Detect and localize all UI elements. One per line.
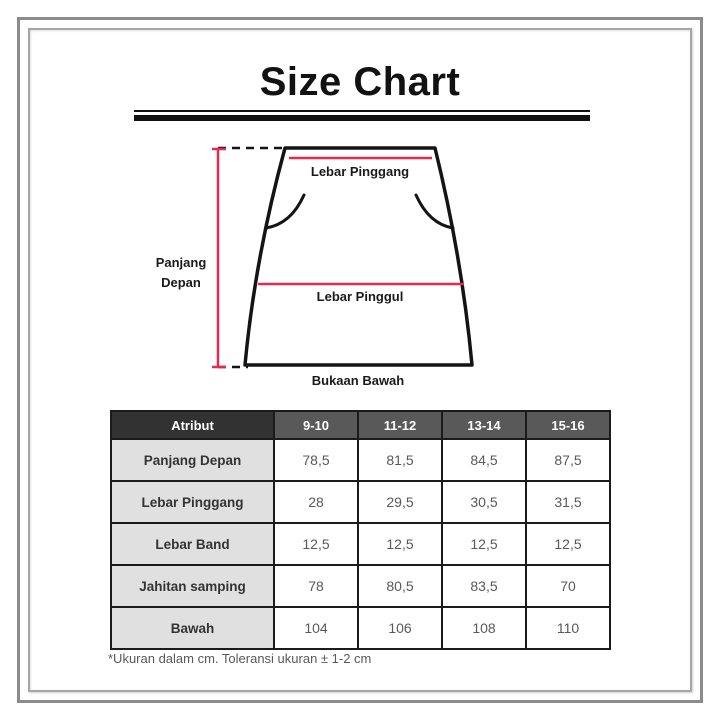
size-value: 106 bbox=[357, 606, 443, 650]
size-value: 78 bbox=[273, 564, 359, 608]
table-row: Lebar Pinggang 28 29,5 30,5 31,5 bbox=[110, 480, 611, 524]
bukaan-bawah-label: Bukaan Bawah bbox=[312, 373, 405, 388]
size-value: 12,5 bbox=[357, 522, 443, 566]
title-divider bbox=[134, 110, 590, 121]
row-label: Jahitan samping bbox=[110, 564, 275, 608]
size-value: 80,5 bbox=[357, 564, 443, 608]
panjang-depan-label: Panjang bbox=[156, 255, 207, 270]
column-header-size-11-12: 11-12 bbox=[357, 410, 443, 440]
row-label: Lebar Pinggang bbox=[110, 480, 275, 524]
size-value: 12,5 bbox=[273, 522, 359, 566]
skirt-outline bbox=[243, 146, 474, 367]
size-value: 28 bbox=[273, 480, 359, 524]
pocket-curve-left bbox=[264, 193, 306, 230]
column-header-size-13-14: 13-14 bbox=[441, 410, 527, 440]
row-label: Panjang Depan bbox=[110, 438, 275, 482]
size-value: 31,5 bbox=[525, 480, 611, 524]
outer-border-frame bbox=[17, 17, 703, 703]
size-value: 81,5 bbox=[357, 438, 443, 482]
size-value: 70 bbox=[525, 564, 611, 608]
column-header-atribut: Atribut bbox=[110, 410, 275, 440]
size-value: 110 bbox=[525, 606, 611, 650]
size-value: 108 bbox=[441, 606, 527, 650]
table-row: Bawah 104 106 108 110 bbox=[110, 606, 611, 650]
pocket-curve-right bbox=[414, 193, 455, 230]
row-label: Bawah bbox=[110, 606, 275, 650]
column-header-size-15-16: 15-16 bbox=[525, 410, 611, 440]
column-header-size-9-10: 9-10 bbox=[273, 410, 359, 440]
size-value: 12,5 bbox=[441, 522, 527, 566]
table-header-row: Atribut 9-10 11-12 13-14 15-16 bbox=[110, 410, 611, 440]
size-value: 78,5 bbox=[273, 438, 359, 482]
size-value: 29,5 bbox=[357, 480, 443, 524]
table-row: Panjang Depan 78,5 81,5 84,5 87,5 bbox=[110, 438, 611, 482]
table-row: Lebar Band 12,5 12,5 12,5 12,5 bbox=[110, 522, 611, 566]
panjang-depan-label: Depan bbox=[161, 275, 201, 290]
size-value: 104 bbox=[273, 606, 359, 650]
table-row: Jahitan samping 78 80,5 83,5 70 bbox=[110, 564, 611, 608]
page-title: Size Chart bbox=[259, 60, 461, 104]
size-table: Atribut 9-10 11-12 13-14 15-16 Panjang D… bbox=[110, 410, 611, 650]
footnote: *Ukuran dalam cm. Toleransi ukuran ± 1-2… bbox=[108, 651, 372, 666]
inner-border-frame bbox=[28, 28, 692, 692]
size-value: 84,5 bbox=[441, 438, 527, 482]
size-value: 12,5 bbox=[525, 522, 611, 566]
row-label: Lebar Band bbox=[110, 522, 275, 566]
size-value: 87,5 bbox=[525, 438, 611, 482]
lebar-pinggul-label: Lebar Pinggul bbox=[317, 289, 404, 304]
skirt-measurement-diagram: Panjang Depan Lebar Pinggang Lebar Pingg… bbox=[156, 146, 474, 388]
size-value: 83,5 bbox=[441, 564, 527, 608]
lebar-pinggang-label: Lebar Pinggang bbox=[311, 164, 409, 179]
size-value: 30,5 bbox=[441, 480, 527, 524]
